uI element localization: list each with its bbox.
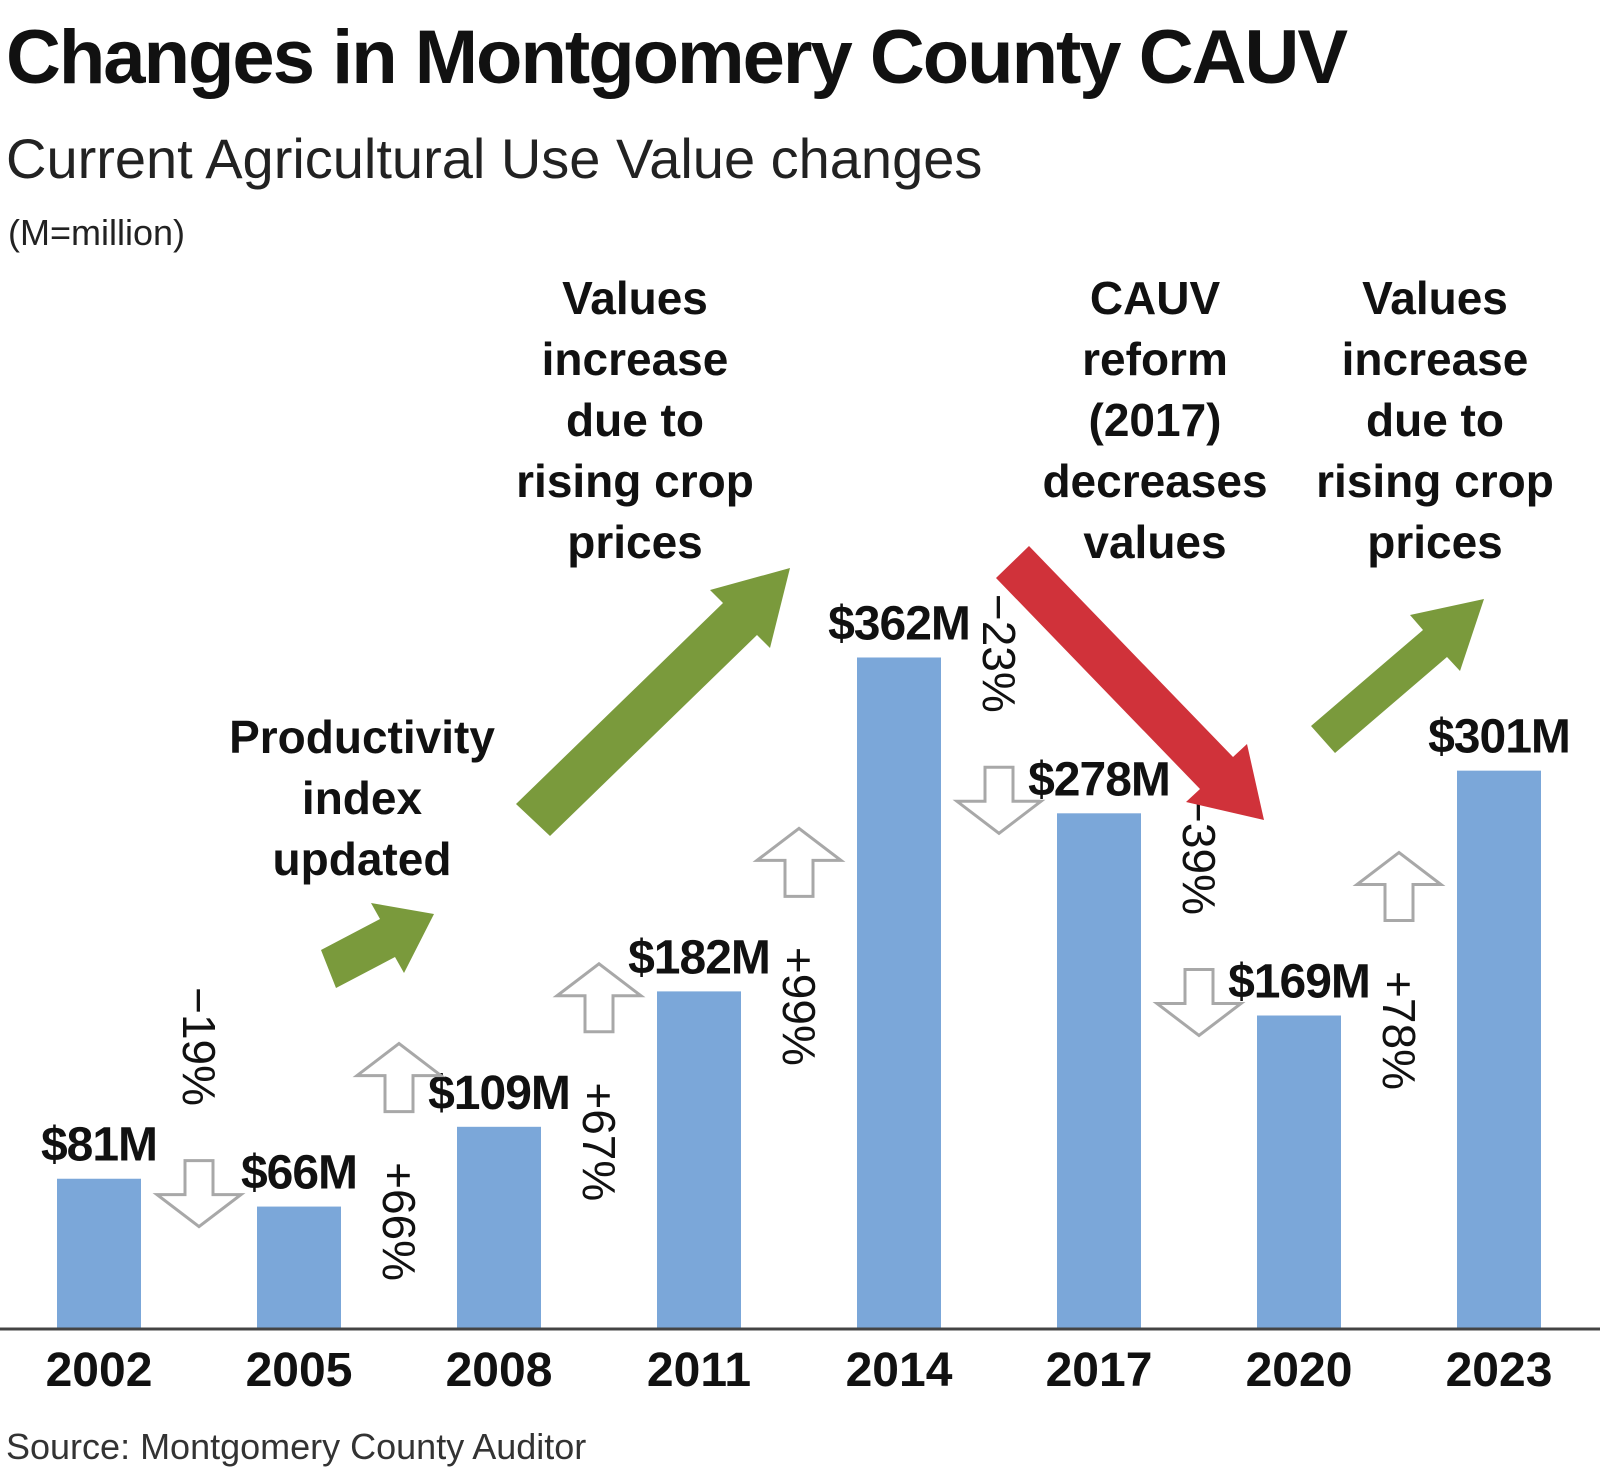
change-label: +66% [373,1162,425,1281]
annotation-rising-prices-1: Values increase due to rising crop price… [480,268,790,573]
trend-arrow-up-large [516,568,790,836]
change-arrow-up-icon [552,961,646,1034]
chart-title: Changes in Montgomery County CAUV [6,15,1348,100]
trend-arrow-up-final [1311,599,1484,753]
x-tick-label: 2005 [246,1344,353,1397]
bar-2002 [57,1178,141,1329]
annotation-line: Productivity [229,711,495,763]
change-arrow-up-icon [1352,850,1446,923]
x-tick-label: 2014 [846,1344,953,1397]
annotation-line: Values [1362,272,1508,324]
change-label: +99% [773,947,825,1066]
annotation-line: reform [1082,333,1228,385]
annotation-line: due to [566,394,704,446]
x-tick-label: 2008 [446,1344,553,1397]
bar-2023 [1457,770,1541,1329]
annotation-cauv-reform: CAUV reform (2017) decreases values [1000,268,1310,573]
value-label: $182M [628,931,770,984]
annotation-productivity-index: Productivity index updated [207,707,517,890]
annotation-line: (2017) [1088,394,1222,446]
annotation-line: due to [1366,394,1504,446]
change-arrow-down-icon [1152,968,1246,1038]
annotation-line: index [301,772,423,824]
value-label: $109M [428,1067,570,1120]
change-label: −19% [173,987,225,1106]
annotation-line: increase [541,333,729,385]
change-arrow-up-icon [352,1041,446,1114]
change-arrow-down-icon [152,1159,246,1229]
trend-arrow-down [996,546,1264,820]
x-tick-label: 2020 [1246,1344,1353,1397]
value-label: $362M [828,597,970,650]
x-tick-label: 2017 [1046,1344,1153,1397]
value-label: $81M [41,1119,157,1172]
annotation-rising-prices-2: Values increase due to rising crop price… [1280,268,1590,573]
value-label: $278M [1028,753,1170,806]
change-arrow-up-icon [752,826,846,898]
annotation-line: decreases [1042,455,1268,507]
annotation-line: Values [562,272,708,324]
change-label: −39% [1173,796,1225,915]
x-tick-label: 2002 [46,1344,153,1397]
change-label: −23% [973,594,1025,713]
annotation-line: increase [1341,333,1529,385]
bar-2020 [1257,1015,1341,1329]
bar-2005 [257,1206,341,1329]
trend-arrow-up-small [321,903,434,988]
change-label: +78% [1373,971,1425,1090]
source-note: Source: Montgomery County Auditor [6,1426,587,1467]
change-label: +67% [573,1082,625,1201]
trend-arrows-group [321,546,1484,988]
annotation-line: prices [567,516,703,568]
chart-subtitle: Current Agricultural Use Value changes [6,127,983,190]
annotation-line: updated [272,833,452,885]
annotation-line: prices [1367,516,1503,568]
bar-2014 [857,657,941,1329]
bar-2017 [1057,813,1141,1329]
bar-2008 [457,1126,541,1329]
annotation-line: rising crop [516,455,754,507]
value-label: $169M [1228,956,1370,1009]
annotation-line: values [1083,516,1227,568]
change-arrow-down-icon [952,765,1046,836]
annotation-line: rising crop [1316,455,1554,507]
value-label: $66M [241,1147,357,1200]
bars-group: $81M 2002 $66M 2005 $109M 2008 $182M 2011 $362M 2… [41,597,1571,1397]
bar-2011 [657,991,741,1329]
annotation-line: CAUV [1089,272,1221,324]
units-note: (M=million) [8,212,186,253]
x-tick-label: 2011 [647,1344,751,1397]
change-arrows-group: −19% +66% +67% +99% −23% −39% +78% [152,594,1446,1281]
value-label: $301M [1428,711,1570,764]
x-tick-label: 2023 [1446,1344,1553,1397]
